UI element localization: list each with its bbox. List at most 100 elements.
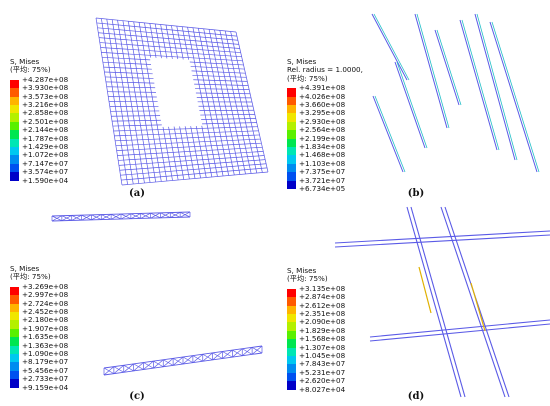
color-band-10 bbox=[287, 364, 296, 373]
legend-value: +1.103e+08 bbox=[299, 158, 346, 168]
legend-value: +1.829e+08 bbox=[299, 325, 346, 335]
rebar-line bbox=[474, 13, 516, 161]
rebar-line bbox=[416, 13, 450, 129]
rebar-plot-b bbox=[371, 13, 540, 173]
color-band-9 bbox=[10, 354, 19, 363]
legend-value: +3.660e+08 bbox=[299, 100, 346, 110]
color-band-9 bbox=[10, 147, 19, 156]
mesh-bar bbox=[154, 23, 162, 59]
mesh-bar bbox=[191, 70, 246, 74]
rebar-line bbox=[436, 29, 462, 106]
mesh-bar bbox=[189, 61, 244, 66]
mesh-bar bbox=[105, 81, 155, 84]
legend-value: +1.568e+08 bbox=[299, 334, 346, 344]
color-band-11 bbox=[10, 163, 19, 173]
mesh-bar bbox=[121, 171, 269, 186]
legend-radius: Rel. radius = 1.0000, bbox=[287, 65, 363, 75]
legend-value: +4.026e+08 bbox=[299, 91, 346, 101]
mesh-bar bbox=[114, 130, 259, 137]
legend-value: +2.858e+08 bbox=[22, 108, 69, 118]
lower-truss-diagonal bbox=[153, 360, 164, 368]
mesh-bar bbox=[95, 17, 237, 33]
legend-value: +5.456e+07 bbox=[22, 365, 69, 375]
panel-c: S, Mises (平均: 75%) +3.269e+08 +2.997e+08… bbox=[0, 203, 275, 406]
legend-value: +1.090e+08 bbox=[22, 349, 69, 358]
lower-truss-diagonal bbox=[222, 351, 233, 358]
mesh-bar bbox=[104, 71, 153, 75]
color-band-7 bbox=[10, 337, 19, 346]
upper-truss-diagonal bbox=[130, 213, 141, 219]
horizontal-rebar bbox=[369, 323, 550, 342]
color-band-12 bbox=[10, 379, 19, 388]
legend-title: S, Mises bbox=[287, 266, 317, 275]
mesh-bar bbox=[165, 24, 173, 59]
rebar-line bbox=[476, 13, 518, 161]
mesh-bar bbox=[120, 163, 267, 176]
lower-truss-diagonal bbox=[182, 356, 194, 363]
legend-value: +2.452e+08 bbox=[22, 307, 69, 316]
mesh-bar bbox=[160, 24, 168, 59]
rebar-line bbox=[372, 95, 404, 173]
color-band-10 bbox=[287, 163, 296, 173]
mesh-bar bbox=[111, 115, 161, 117]
color-band-7 bbox=[287, 138, 296, 147]
caption-b: (b) bbox=[407, 188, 425, 199]
legend-value: +1.590e+04 bbox=[22, 175, 69, 185]
upper-truss-diagonal bbox=[81, 214, 92, 221]
mesh-bar bbox=[106, 86, 156, 89]
legend-averaging: (平均: 75%) bbox=[287, 73, 328, 83]
lower-truss-chord bbox=[103, 352, 263, 376]
color-band-10 bbox=[10, 362, 19, 371]
legend-value: +3.269e+08 bbox=[22, 281, 69, 291]
caption-d: (d) bbox=[407, 391, 425, 402]
opening bbox=[149, 57, 203, 127]
color-band-1 bbox=[10, 286, 19, 296]
color-band-8 bbox=[10, 138, 19, 147]
mesh-bar bbox=[112, 119, 161, 122]
rebar-line bbox=[489, 21, 538, 173]
mesh-bar bbox=[107, 91, 156, 93]
rebar-line bbox=[374, 95, 406, 173]
color-band-3 bbox=[10, 96, 19, 105]
mesh-bar bbox=[99, 37, 240, 49]
legend-value: +8.179e+07 bbox=[22, 357, 69, 367]
color-band-9 bbox=[287, 356, 296, 365]
color-band-11 bbox=[10, 370, 19, 380]
legend-value: +7.843e+07 bbox=[299, 359, 346, 369]
mesh-bar bbox=[101, 52, 243, 62]
legend-b: S, Mises Rel. radius = 1.0000, (平均: 75%)… bbox=[287, 57, 363, 193]
mesh-bar bbox=[193, 79, 248, 82]
panel-a: S, Mises (平均: 75%) +4.287e+08 +3.930e+08… bbox=[0, 0, 275, 203]
lower-truss-diagonal bbox=[103, 367, 115, 374]
mesh-bar bbox=[179, 126, 190, 180]
mesh-bar bbox=[100, 47, 242, 58]
legend-value: +6.734e+05 bbox=[299, 184, 346, 194]
legend-value: +3.295e+08 bbox=[299, 108, 346, 118]
legend-averaging: (平均: 75%) bbox=[10, 65, 51, 75]
mesh-bar bbox=[113, 126, 258, 132]
color-band-2 bbox=[10, 88, 19, 97]
color-band-4 bbox=[287, 314, 296, 323]
legend-value: +3.135e+08 bbox=[299, 283, 346, 293]
mesh-bar bbox=[96, 22, 237, 37]
legend-value: +3.721e+07 bbox=[299, 175, 346, 185]
caption-a: (a) bbox=[129, 188, 145, 199]
mesh-bar bbox=[184, 126, 196, 179]
legend-value: +3.574e+07 bbox=[22, 167, 69, 177]
mesh-bar bbox=[112, 124, 162, 127]
legend-value: +1.787e+08 bbox=[22, 133, 69, 143]
legend-d: S, Mises (平均: 75%) +3.135e+08 +2.874e+08… bbox=[287, 266, 345, 394]
color-band-11 bbox=[287, 172, 296, 181]
mesh-bar bbox=[168, 126, 179, 181]
mesh-bar bbox=[103, 66, 152, 70]
legend-value: +1.307e+08 bbox=[299, 342, 346, 352]
mesh-bar bbox=[118, 151, 264, 161]
mesh-bar bbox=[195, 88, 250, 90]
mesh-bar bbox=[201, 118, 256, 120]
mesh-bar bbox=[162, 126, 173, 181]
legend-value: +2.180e+08 bbox=[22, 315, 69, 325]
color-band-1 bbox=[287, 288, 296, 298]
lower-truss-diagonal bbox=[202, 353, 213, 361]
mesh-bar bbox=[181, 26, 190, 60]
upper-truss-diagonal bbox=[91, 214, 102, 220]
